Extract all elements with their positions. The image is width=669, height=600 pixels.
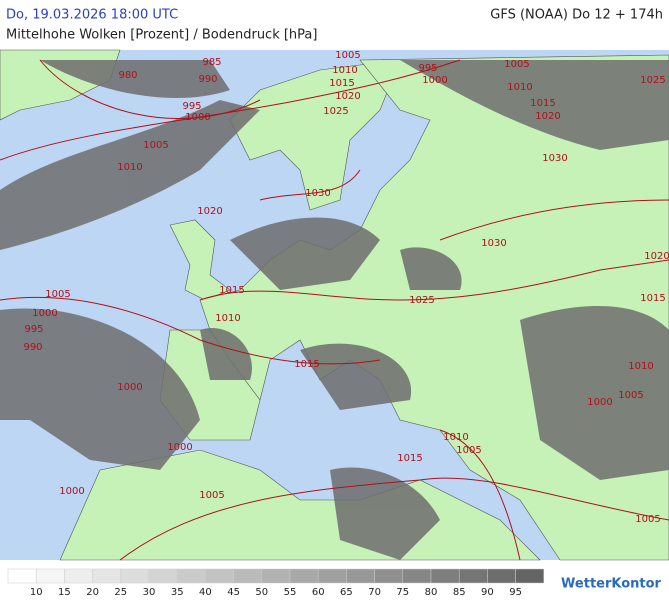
legend-label: 65	[340, 587, 353, 598]
legend-swatch	[374, 568, 404, 584]
isobar-label: 1005	[199, 490, 224, 501]
isobar-label: 1005	[456, 445, 481, 456]
isobar-label: 1000	[185, 112, 210, 123]
legend-swatch	[176, 568, 206, 584]
isobars	[0, 59, 669, 561]
legend-swatch	[7, 568, 37, 584]
isobar-label: 1015	[530, 98, 555, 109]
legend-label: 10	[30, 587, 43, 598]
isobar-label: 1000	[167, 442, 192, 453]
legend-swatch	[430, 568, 460, 584]
isobar-label: 1000	[32, 308, 57, 319]
legend-label: 20	[86, 587, 99, 598]
legend-label: 60	[312, 587, 325, 598]
isobar-labels: 9809859909951000100510101005101010151020…	[23, 50, 669, 525]
legend-swatch	[515, 568, 545, 584]
isobar-label: 1020	[197, 206, 222, 217]
isobar-label: 1020	[535, 111, 560, 122]
isobar-label: 1015	[397, 453, 422, 464]
legend-label: 45	[227, 587, 240, 598]
isobar-label: 1005	[618, 390, 643, 401]
legend-label: 30	[143, 587, 156, 598]
legend-label: 85	[453, 587, 466, 598]
isobar-label: 1010	[215, 313, 240, 324]
isobar-label: 995	[182, 101, 201, 112]
isobar-label: 1005	[335, 50, 360, 61]
legend-swatch	[261, 568, 291, 584]
map: 9809859909951000100510101005101010151020…	[0, 49, 669, 561]
isobar-label: 980	[118, 70, 137, 81]
isobar-label: 1030	[542, 153, 567, 164]
isobar-label: 1000	[59, 486, 84, 497]
legend-label: 75	[396, 587, 409, 598]
isobar-label: 1000	[587, 397, 612, 408]
isobar-label: 1020	[644, 251, 669, 262]
clouds	[0, 60, 669, 560]
legend: 10 15 20 25 30 35 40 45 50 55 60 65 70 75 80 85 90 95	[7, 568, 545, 598]
isobar-label: 1015	[219, 285, 244, 296]
legend-label: 55	[284, 587, 297, 598]
legend-label: 40	[199, 587, 212, 598]
legend-label: 95	[509, 587, 522, 598]
legend-swatch	[35, 568, 65, 584]
legend-swatch	[289, 568, 319, 584]
isobar-label: 1010	[628, 361, 653, 372]
legend-label: 80	[425, 587, 438, 598]
isobar-label: 1010	[507, 82, 532, 93]
legend-swatch	[64, 568, 93, 584]
isobar-label: 1025	[640, 75, 665, 86]
legend-swatch	[458, 568, 488, 584]
legend-label: 35	[171, 587, 184, 598]
isobar-label: 1015	[640, 293, 665, 304]
isobar-label: 1010	[443, 432, 468, 443]
legend-swatch	[92, 568, 122, 584]
legend-swatch	[317, 568, 347, 584]
isobar-label: 995	[418, 63, 437, 74]
isobar-label: 1005	[635, 514, 660, 525]
isobar-label: 990	[198, 74, 217, 85]
legend-swatch	[346, 568, 375, 584]
model-run: GFS (NOAA) Do 12 + 174h	[490, 8, 663, 23]
legend-swatch	[148, 568, 178, 584]
legend-label: 50	[255, 587, 268, 598]
isobar-label: 1025	[323, 106, 348, 117]
isobar-label: 1010	[117, 162, 142, 173]
legend-label: 70	[368, 587, 381, 598]
subtitle: Mittelhohe Wolken [Prozent] / Bodendruck…	[6, 28, 317, 43]
isobar-label: 1030	[481, 238, 506, 249]
isobar-label: 1000	[422, 75, 447, 86]
legend-swatch	[402, 568, 432, 584]
isobar-label: 1000	[117, 382, 142, 393]
legend-label: 25	[114, 587, 127, 598]
isobar-label: 1015	[329, 78, 354, 89]
legend-swatch	[233, 568, 263, 584]
isobar-label: 990	[23, 342, 42, 353]
isobar-label: 1025	[409, 295, 434, 306]
isobar-label: 995	[24, 324, 43, 335]
isobar-label: 1030	[305, 188, 330, 199]
legend-label: 90	[481, 587, 494, 598]
isobar-label: 1005	[45, 289, 70, 300]
isobar-label: 1005	[143, 140, 168, 151]
isobar-label: 1020	[335, 91, 360, 102]
datetime: Do, 19.03.2026 18:00 UTC	[6, 8, 178, 23]
isobar-label: 985	[202, 57, 221, 68]
legend-swatch	[487, 568, 516, 584]
isobar-label: 1015	[294, 359, 319, 370]
logo: WetterKontor	[561, 577, 662, 592]
legend-swatch	[205, 568, 234, 584]
isobar-label: 1005	[504, 59, 529, 70]
legend-swatch	[120, 568, 150, 584]
isobar-label: 1010	[332, 65, 357, 76]
legend-label: 15	[58, 587, 71, 598]
